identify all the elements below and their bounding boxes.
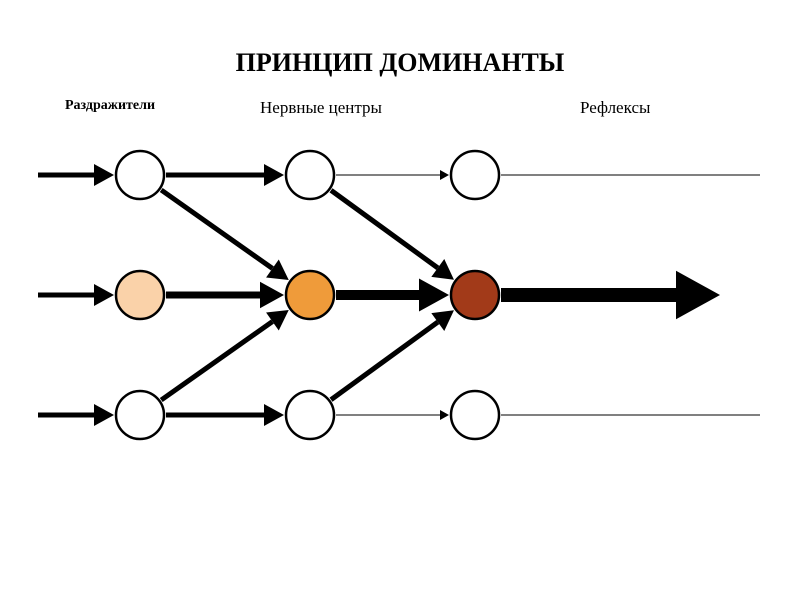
arrow-head-icon (266, 259, 289, 280)
arrow-head-icon (264, 164, 284, 186)
diagram-canvas: ПРИНЦИП ДОМИНАНТЫ Раздражители Нервные ц… (0, 0, 800, 600)
node-n23 (451, 271, 499, 319)
arrow-head-icon (440, 170, 449, 180)
arrow-shaft (331, 322, 438, 400)
node-n31 (116, 391, 164, 439)
arrow-head-icon (440, 410, 449, 420)
arrow-shaft (161, 190, 272, 268)
node-n33 (451, 391, 499, 439)
arrow-head-icon (676, 271, 720, 319)
arrow-head-icon (260, 282, 284, 308)
arrow-head-icon (94, 284, 114, 306)
arrow-head-icon (431, 259, 454, 280)
arrow-head-icon (419, 279, 449, 312)
diagram-svg (0, 0, 800, 600)
node-n12 (286, 151, 334, 199)
node-n21 (116, 271, 164, 319)
arrow-shaft (331, 190, 438, 268)
arrow-head-icon (94, 404, 114, 426)
arrow-shaft (161, 322, 272, 400)
node-n11 (116, 151, 164, 199)
node-n22 (286, 271, 334, 319)
arrow-head-icon (266, 310, 289, 331)
node-n13 (451, 151, 499, 199)
arrow-head-icon (431, 310, 454, 331)
node-n32 (286, 391, 334, 439)
arrow-head-icon (94, 164, 114, 186)
arrow-head-icon (264, 404, 284, 426)
